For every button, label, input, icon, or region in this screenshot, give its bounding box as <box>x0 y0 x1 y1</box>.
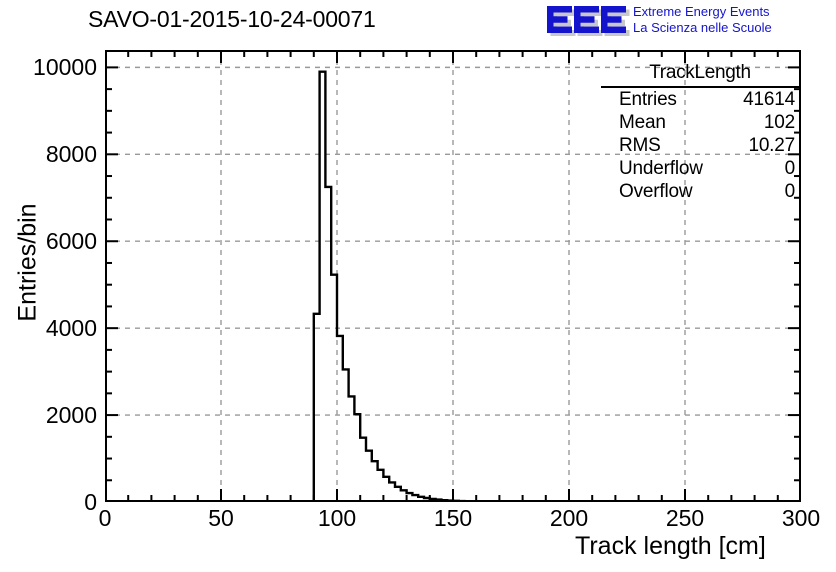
statistics-row: Underflow 0 <box>601 157 799 180</box>
y-tick-label: 0 <box>84 489 97 515</box>
x-tick-label: 250 <box>665 505 705 531</box>
eee-logo-mark <box>547 6 626 33</box>
x-tick-label: 300 <box>781 505 821 531</box>
x-tick-label: 150 <box>433 505 473 531</box>
statistics-row: Mean 102 <box>601 111 799 134</box>
plot-frame-border <box>105 50 801 502</box>
histogram-series <box>308 70 494 502</box>
statistics-key: RMS <box>619 135 661 156</box>
y-tick-label: 2000 <box>45 402 97 429</box>
statistics-value: 0 <box>784 181 796 202</box>
x-axis-title: Track length [cm] <box>575 532 766 560</box>
eee-logo: Extreme Energy Events La Scienza nelle S… <box>545 2 835 36</box>
x-tick-label: 50 <box>208 505 234 531</box>
statistics-key: Underflow <box>619 158 703 179</box>
statistics-title: TrackLength <box>601 62 799 88</box>
statistics-key: Mean <box>619 112 666 133</box>
eee-logo-line1: Extreme Energy Events <box>633 4 770 19</box>
x-tick-label: 100 <box>317 505 357 531</box>
x-tick-label: 0 <box>98 505 112 531</box>
y-tick-label: 10000 <box>33 54 97 81</box>
y-tick-label: 4000 <box>45 315 97 342</box>
statistics-row: Overflow 0 <box>601 180 799 203</box>
plot-area <box>105 50 801 502</box>
gridlines <box>105 50 801 502</box>
page-title: SAVO-01-2015-10-24-00071 <box>88 6 376 32</box>
statistics-key: Entries <box>619 89 677 110</box>
statistics-value: 41614 <box>743 89 795 110</box>
statistics-value: 102 <box>763 112 795 133</box>
y-tick-label: 8000 <box>45 141 97 168</box>
statistics-row: RMS 10.27 <box>601 134 799 157</box>
statistics-key: Overflow <box>619 181 693 202</box>
statistics-box: TrackLength Entries 41614 Mean 102 RMS 10.27 U… <box>601 62 799 203</box>
statistics-value: 0 <box>784 158 796 179</box>
eee-logo-line2: La Scienza nelle Scuole <box>633 20 772 35</box>
x-tick-label: 200 <box>549 505 589 531</box>
statistics-row: Entries 41614 <box>601 88 799 111</box>
statistics-value: 10.27 <box>748 135 795 156</box>
y-tick-label: 6000 <box>45 228 97 255</box>
statistics-rows: Entries 41614 Mean 102 RMS 10.27 Underflow 0 Ove… <box>601 88 799 203</box>
